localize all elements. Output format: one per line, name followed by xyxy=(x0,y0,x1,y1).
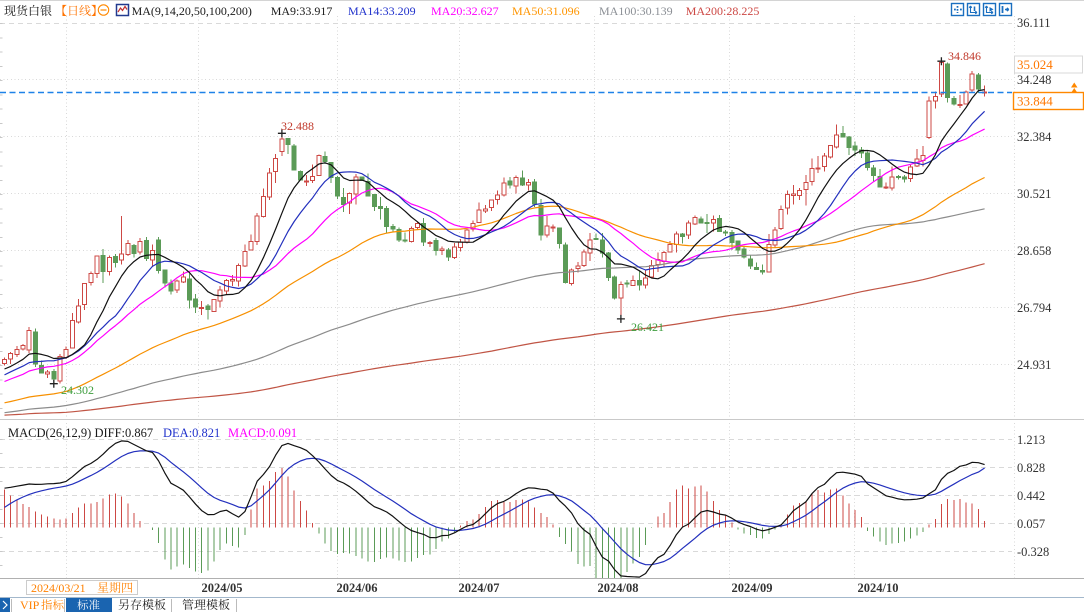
svg-text:MACD:0.091: MACD:0.091 xyxy=(228,426,297,440)
svg-text:0.828: 0.828 xyxy=(1017,461,1045,475)
svg-text:VIP: VIP xyxy=(20,598,40,612)
svg-text:32.384: 32.384 xyxy=(1017,130,1052,144)
svg-text:35.024: 35.024 xyxy=(1017,57,1053,72)
svg-text:0.442: 0.442 xyxy=(1017,489,1045,503)
svg-text:28.658: 28.658 xyxy=(1017,244,1051,258)
svg-text:MA14:33.209: MA14:33.209 xyxy=(348,4,416,18)
svg-text:33.844: 33.844 xyxy=(1017,94,1053,109)
svg-text:2024/10: 2024/10 xyxy=(858,581,899,595)
svg-text:24.931: 24.931 xyxy=(1017,358,1051,372)
svg-text:34.846: 34.846 xyxy=(948,49,981,63)
svg-text:2024/03/21: 2024/03/21 xyxy=(31,581,86,595)
svg-text:34.248: 34.248 xyxy=(1017,73,1051,87)
svg-text:MA9:33.917: MA9:33.917 xyxy=(271,4,333,18)
svg-text:24.302: 24.302 xyxy=(61,383,94,397)
svg-text:MA20:32.627: MA20:32.627 xyxy=(431,4,499,18)
svg-text:36.111: 36.111 xyxy=(1017,16,1050,30)
svg-text:32.488: 32.488 xyxy=(281,119,314,133)
svg-text:2024/09: 2024/09 xyxy=(732,581,773,595)
svg-text:1.213: 1.213 xyxy=(1017,433,1045,447)
svg-text:DEA:0.821: DEA:0.821 xyxy=(163,426,220,440)
svg-text:MA(9,14,20,50,100,200): MA(9,14,20,50,100,200) xyxy=(132,4,252,18)
svg-text:2024/08: 2024/08 xyxy=(598,581,639,595)
svg-text:MACD(26,12,9) DIFF:0.867: MACD(26,12,9) DIFF:0.867 xyxy=(8,426,153,440)
svg-text:26.794: 26.794 xyxy=(1017,301,1052,315)
svg-text:MA50:31.096: MA50:31.096 xyxy=(512,4,580,18)
svg-text:26.421: 26.421 xyxy=(631,320,664,334)
svg-text:MA200:28.225: MA200:28.225 xyxy=(686,4,760,18)
svg-text:2024/07: 2024/07 xyxy=(459,581,500,595)
svg-text:-0.328: -0.328 xyxy=(1017,545,1049,559)
svg-text:MA100:30.139: MA100:30.139 xyxy=(599,4,673,18)
svg-text:2024/06: 2024/06 xyxy=(337,581,378,595)
svg-text:0.057: 0.057 xyxy=(1017,517,1045,531)
svg-text:2024/05: 2024/05 xyxy=(202,581,243,595)
svg-text:30.521: 30.521 xyxy=(1017,187,1051,201)
